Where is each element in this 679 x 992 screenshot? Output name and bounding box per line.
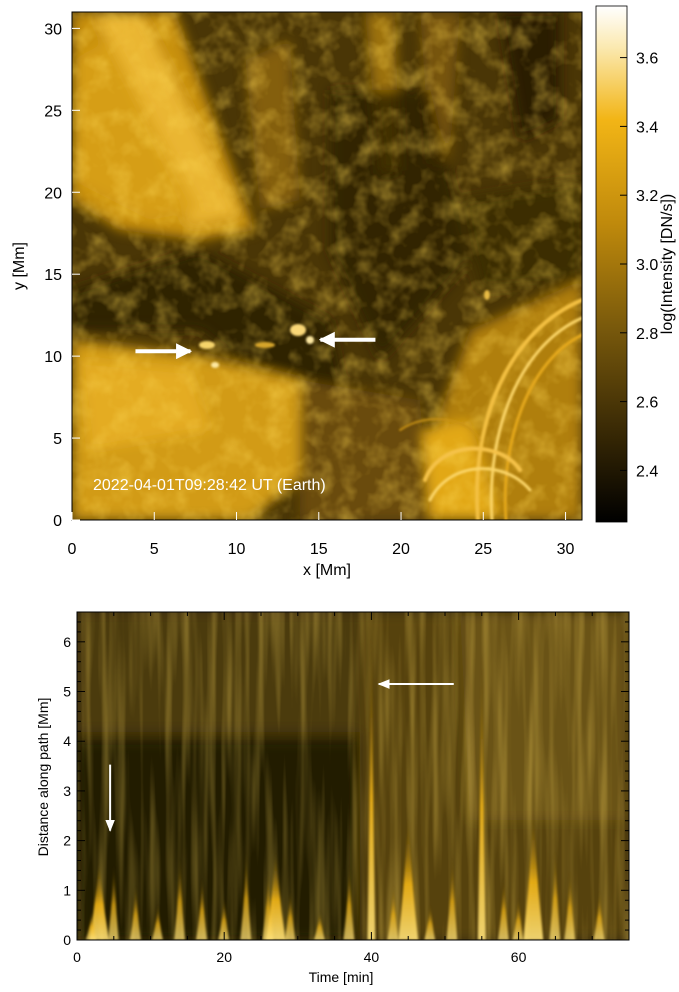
bottom-y-tick-label: 0 xyxy=(63,932,71,948)
jet-feature xyxy=(523,810,544,940)
colorbar-tick-label: 3.6 xyxy=(636,51,658,68)
colorbar-tick-label: 3.4 xyxy=(636,119,658,136)
bottom-x-axis: 0 20 40 60 xyxy=(73,612,630,965)
top-y-tick-label: 0 xyxy=(53,513,62,530)
jet-feature-small xyxy=(107,861,119,940)
jet-feature-small xyxy=(512,896,524,940)
top-y-axis-label: y [Mm] xyxy=(11,242,28,290)
jet-feature-small xyxy=(85,910,97,940)
top-x-tick-label: 30 xyxy=(557,541,575,558)
top-x-axis-label: x [Mm] xyxy=(303,562,351,579)
colorbar-label: log(Intensity [DN/s]) xyxy=(659,194,676,334)
jet-feature-small xyxy=(262,868,274,940)
jet-feature xyxy=(367,621,376,940)
jet-feature-small xyxy=(549,847,561,940)
jet-feature-small xyxy=(129,882,141,940)
bottom-x-axis-label: Time [min] xyxy=(309,969,374,985)
top-x-tick-label: 20 xyxy=(392,541,410,558)
bottom-y-tick-label: 5 xyxy=(63,684,71,700)
colorbar-tick-label: 3.2 xyxy=(636,188,658,205)
bottom-y-tick-label: 1 xyxy=(63,882,71,898)
colorbar: 2.4 2.6 2.8 3.0 3.2 3.4 3.6 log(Intensity [DN/… xyxy=(595,5,676,523)
colorbar-ticks: 2.4 2.6 2.8 3.0 3.2 3.4 3.6 xyxy=(620,51,658,480)
jet-feature-small xyxy=(343,861,355,940)
top-x-tick-label: 15 xyxy=(310,541,328,558)
jet-feature-small xyxy=(424,903,436,940)
jet-feature xyxy=(89,860,110,940)
top-annotations xyxy=(135,331,376,360)
jet-feature-small xyxy=(196,875,208,940)
jet-feature-small xyxy=(387,882,399,940)
bottom-x-tick-label: 40 xyxy=(364,949,380,965)
jet-feature-small xyxy=(593,889,605,940)
colorbar-tick-label: 2.4 xyxy=(636,463,658,480)
bottom-annotations xyxy=(105,679,454,832)
jet-feature-small xyxy=(240,847,252,940)
timestamp-label: 2022-04-01T09:28:42 UT (Earth) xyxy=(93,477,326,494)
bottom-y-tick-label: 2 xyxy=(63,833,71,849)
jet-feature-small xyxy=(313,910,325,940)
jet-feature-small xyxy=(497,875,509,940)
top-image: 2022-04-01T09:28:42 UT (Earth) xyxy=(72,12,582,520)
jet-feature xyxy=(477,641,486,940)
colorbar-tick-label: 3.0 xyxy=(636,257,658,274)
top-y-tick-label: 30 xyxy=(44,21,62,38)
jet-feature-small xyxy=(151,903,163,940)
jet-feature-small xyxy=(446,854,458,940)
top-x-tick-label: 25 xyxy=(474,541,492,558)
top-x-tick-label: 10 xyxy=(228,541,246,558)
top-y-tick-label: 5 xyxy=(53,431,62,448)
bottom-y-axis-label: Distance along path [Mm] xyxy=(35,698,51,857)
colorbar-tick-label: 2.6 xyxy=(636,395,658,412)
jet-feature-small xyxy=(218,896,230,940)
jet-features xyxy=(85,621,605,940)
top-x-tick-label: 5 xyxy=(150,541,159,558)
jet-feature-small xyxy=(174,854,186,940)
top-y-tick-label: 10 xyxy=(44,349,62,366)
colorbar-tick-label: 2.8 xyxy=(636,326,658,343)
bottom-y-axis: 0 1 2 3 4 5 6 xyxy=(63,611,629,948)
top-x-axis: 0 5 10 15 20 25 30 xyxy=(68,512,575,558)
top-y-tick-label: 15 xyxy=(44,267,62,284)
bottom-panel: 0 20 40 60 0 1 2 3 4 5 6 Time [min] Distance alon… xyxy=(35,611,630,985)
top-x-tick-label: 0 xyxy=(68,541,77,558)
bottom-x-tick-label: 0 xyxy=(73,949,81,965)
bottom-y-tick-label: 3 xyxy=(63,783,71,799)
jet-feature-small xyxy=(564,868,576,940)
top-y-tick-label: 20 xyxy=(44,185,62,202)
top-y-tick-label: 25 xyxy=(44,103,62,120)
bottom-x-tick-label: 20 xyxy=(216,949,232,965)
jet-feature-small xyxy=(284,889,296,940)
jet-feature xyxy=(398,815,419,940)
top-y-axis: 0 5 10 15 20 25 30 xyxy=(44,21,80,530)
bottom-x-tick-label: 60 xyxy=(511,949,527,965)
bottom-image xyxy=(77,612,629,940)
bottom-y-tick-label: 6 xyxy=(63,634,71,650)
top-panel: 2022-04-01T09:28:42 UT (Earth) 0 5 10 15 20 2… xyxy=(11,5,676,579)
bottom-y-tick-label: 4 xyxy=(63,733,71,749)
